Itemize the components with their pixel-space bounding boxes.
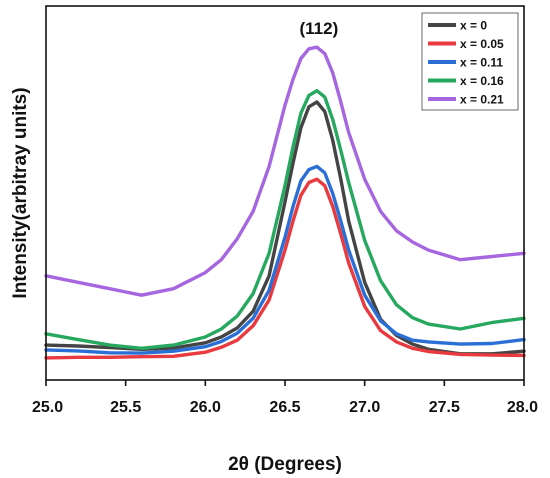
x-tick-label: 26.5 xyxy=(269,399,300,416)
x-axis-title: 2θ (Degrees) xyxy=(228,454,342,475)
legend-label-3: x = 0.16 xyxy=(460,74,504,88)
series-layer xyxy=(44,45,526,360)
legend-label-1: x = 0.05 xyxy=(460,37,504,51)
legend-label-2: x = 0.11 xyxy=(460,56,503,70)
peak-annotation: (112) xyxy=(299,19,338,38)
series-line-3 xyxy=(44,88,526,350)
x-tick-label: 27.5 xyxy=(429,399,460,416)
x-tick-label: 28.0 xyxy=(507,399,538,416)
x-axis-ticks: 25.0 25.5 26.0 26.5 27.0 27.5 28.0 xyxy=(32,380,538,416)
series-line-0 xyxy=(44,100,526,356)
series-line-2 xyxy=(44,164,526,355)
x-tick-label: 25.0 xyxy=(32,399,63,416)
legend-label-4: x = 0.21 xyxy=(460,93,504,107)
x-tick-label: 26.0 xyxy=(190,399,221,416)
x-tick-label: 27.0 xyxy=(349,399,380,416)
series-line-1 xyxy=(44,177,526,360)
x-tick-label: 25.5 xyxy=(110,399,141,416)
y-axis-title: Intensity(arbitray units) xyxy=(10,87,31,298)
legend: x = 0 x = 0.05 x = 0.11 x = 0.16 x = 0.21 xyxy=(421,12,519,111)
legend-label-0: x = 0 xyxy=(460,19,487,33)
series-line-4 xyxy=(44,45,526,297)
